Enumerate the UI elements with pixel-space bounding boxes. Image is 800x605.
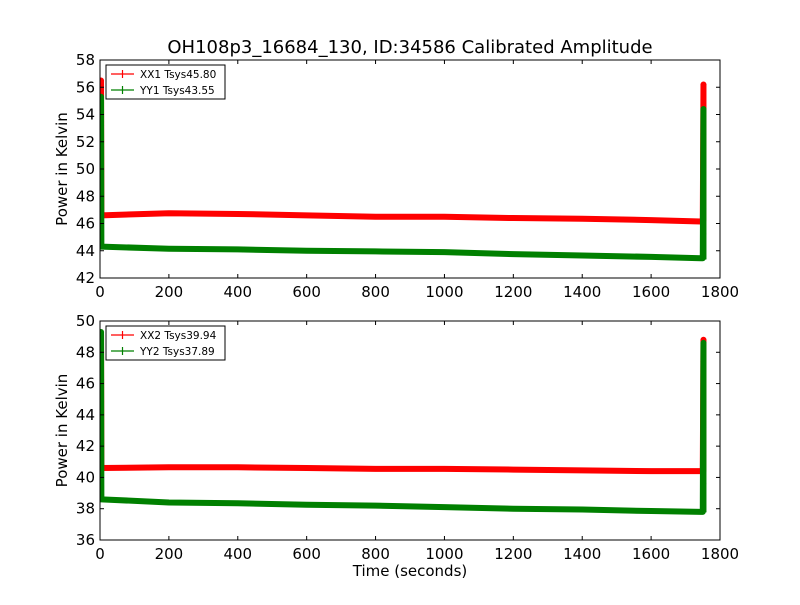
chart-title: OH108p3_16684_130, ID:34586 Calibrated A… bbox=[167, 37, 652, 58]
y-tick-label: 40 bbox=[76, 468, 95, 486]
x-tick-label: 600 bbox=[292, 545, 321, 563]
x-tick-label: 1400 bbox=[563, 545, 601, 563]
y-tick-label: 56 bbox=[76, 78, 95, 96]
series-yy1-band bbox=[100, 93, 707, 262]
x-tick-label: 1600 bbox=[632, 283, 670, 301]
x-tick-label: 200 bbox=[155, 283, 184, 301]
y-tick-label: 42 bbox=[76, 437, 95, 455]
x-tick-label: 400 bbox=[223, 545, 252, 563]
y-tick-label: 54 bbox=[76, 106, 95, 124]
legend-label: YY1 Tsys43.55 bbox=[139, 85, 215, 97]
plot-panel-1: 0 200 400 600 800 1000 1200 1400 1600 1800 42 44 46 4… bbox=[53, 51, 739, 301]
x-tick-label: 1800 bbox=[701, 545, 739, 563]
y-tick-label: 58 bbox=[76, 51, 95, 69]
y-tick-label: 50 bbox=[76, 160, 95, 178]
x-tick-label: 1200 bbox=[494, 283, 532, 301]
x-tick-label: 800 bbox=[361, 283, 390, 301]
series-xx1-line bbox=[100, 80, 705, 223]
y-tick-label: 50 bbox=[76, 312, 95, 330]
x-tick-label: 1000 bbox=[425, 545, 463, 563]
legend: XX1 Tsys45.80 YY1 Tsys43.55 bbox=[105, 64, 226, 100]
legend-label: XX2 Tsys39.94 bbox=[140, 330, 217, 342]
x-tick-label: 1200 bbox=[494, 545, 532, 563]
x-tick-label: 1000 bbox=[425, 283, 463, 301]
y-tick-label: 44 bbox=[76, 406, 95, 424]
y-tick-label: 52 bbox=[76, 133, 95, 151]
y-tick-label: 44 bbox=[76, 242, 95, 260]
y-axis-label: Power in Kelvin bbox=[53, 112, 71, 226]
legend-label: XX1 Tsys45.80 bbox=[140, 69, 216, 81]
y-tick-label: 48 bbox=[76, 343, 95, 361]
x-tick-label: 800 bbox=[361, 545, 390, 563]
series-xx1-band bbox=[100, 77, 707, 225]
x-tick-label: 600 bbox=[292, 283, 321, 301]
y-axis-label: Power in Kelvin bbox=[53, 374, 71, 488]
x-tick-label: 1400 bbox=[563, 283, 601, 301]
series-yy1-line bbox=[100, 96, 705, 259]
plot-frame bbox=[99, 320, 721, 541]
y-tick-label: 42 bbox=[76, 269, 95, 287]
x-tick-label: 400 bbox=[223, 283, 252, 301]
x-tick-label: 200 bbox=[155, 545, 184, 563]
y-tick-label: 36 bbox=[76, 531, 95, 549]
y-tick-label: 46 bbox=[76, 215, 95, 233]
x-tick-label: 1600 bbox=[632, 545, 670, 563]
y-tick-label: 48 bbox=[76, 187, 95, 205]
series-group bbox=[100, 77, 707, 262]
legend-box bbox=[105, 64, 226, 100]
series-group bbox=[100, 328, 707, 515]
x-axis-label: Time (seconds) bbox=[352, 562, 468, 580]
y-tick-label: 46 bbox=[76, 375, 95, 393]
legend: XX2 Tsys39.94 YY2 Tsys37.89 bbox=[105, 325, 226, 361]
y-tick-label: 38 bbox=[76, 500, 95, 518]
plot-panel-2: 0 200 400 600 800 1000 1200 1400 1600 1800 36 38 40 4… bbox=[53, 312, 739, 580]
x-tick-label: 0 bbox=[95, 283, 105, 301]
legend-box bbox=[105, 325, 226, 361]
legend-label: YY2 Tsys37.89 bbox=[139, 346, 215, 358]
x-tick-label: 0 bbox=[95, 545, 105, 563]
x-tick-label: 1800 bbox=[701, 283, 739, 301]
